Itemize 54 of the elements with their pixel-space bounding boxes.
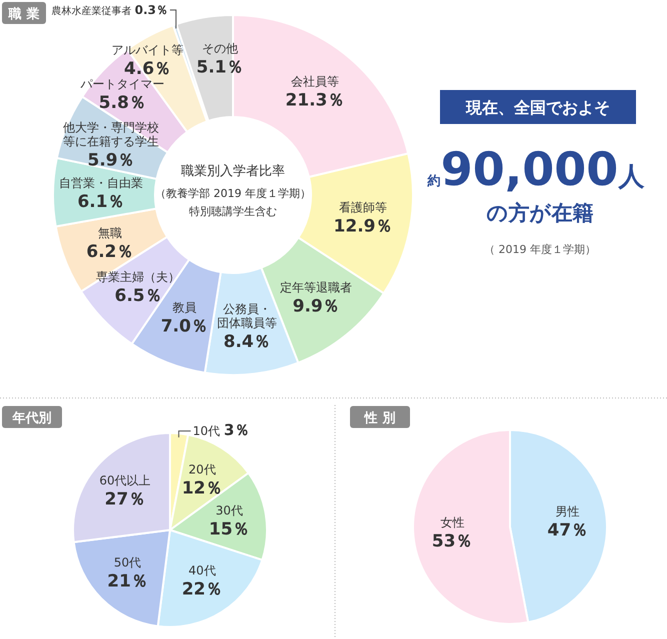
- slice-label: 会社員等: [290, 74, 339, 88]
- text: （教養学部 2019 年度１学期）: [155, 187, 311, 200]
- slice-label: 無職: [98, 226, 122, 240]
- slice-label: アルバイト等: [112, 43, 184, 58]
- data-label: 5.8％: [98, 93, 146, 114]
- data-label: 6.5％: [114, 286, 162, 306]
- data-label: 6.1％: [77, 192, 125, 212]
- data-label: 12.9％: [334, 216, 393, 237]
- data-label: 5.9％: [87, 150, 135, 170]
- data-label: 8.4％: [224, 332, 271, 352]
- slice-label: 自営業・自由業: [59, 176, 144, 190]
- data-label: 21％: [107, 571, 148, 592]
- slice-label: 40代: [188, 564, 216, 578]
- text: 90,000: [440, 142, 618, 196]
- data-label: 15％: [208, 520, 250, 540]
- data-label: 27％: [104, 489, 146, 510]
- data-label: 53％: [432, 531, 473, 552]
- chart-title: 性 別: [364, 411, 396, 426]
- data-label: 12％: [182, 478, 222, 498]
- data-label: 9.9％: [292, 296, 340, 316]
- chart-title: 職 業: [8, 6, 40, 22]
- slice-label: 専業主婦（夫）: [96, 270, 180, 284]
- data-label: 5.1％: [196, 58, 244, 78]
- data-label: 47％: [547, 520, 588, 541]
- text: の方が在籍: [486, 201, 594, 225]
- slice-label: 女性: [440, 515, 464, 530]
- slice-label: 他大学・専門学校等に在籍する学生: [63, 120, 160, 148]
- data-label: 0.3％: [134, 3, 168, 17]
- text: 現在、全国でおよそ: [465, 98, 610, 117]
- text: 約: [426, 174, 441, 189]
- slice-label: 定年等退職者: [280, 280, 352, 294]
- chart-title: 年代別: [12, 411, 52, 426]
- data-label: 4.6％: [124, 59, 172, 80]
- slice-label: その他: [202, 42, 238, 56]
- text: 特別聴講学生含む: [189, 205, 277, 218]
- slice-label: 60代以上: [99, 473, 151, 488]
- data-label: 21.3％: [285, 90, 344, 110]
- slice-label: 10代: [192, 424, 224, 438]
- data-label: 22％: [182, 580, 222, 600]
- data-label: 7.0％: [160, 316, 208, 337]
- slice-label: 看護師等: [339, 200, 388, 215]
- data-label: 6.2％: [86, 242, 134, 262]
- slice-label: パートタイマー: [79, 77, 164, 92]
- slice-label: 30代: [216, 504, 243, 518]
- slice-label: 公務員・団体職員等: [217, 302, 278, 330]
- text: （ 2019 年度１学期）: [484, 243, 596, 256]
- data-label: 3％: [224, 421, 250, 439]
- slice-label: 20代: [188, 462, 216, 476]
- slice-label: 教員: [172, 300, 196, 315]
- text: 職業別入学者比率: [181, 163, 285, 179]
- text: 人: [617, 162, 646, 192]
- slice-label: 男性: [556, 504, 580, 519]
- slice-label: 農林水産業従事者: [52, 5, 135, 17]
- slice-label: 50代: [114, 555, 142, 570]
